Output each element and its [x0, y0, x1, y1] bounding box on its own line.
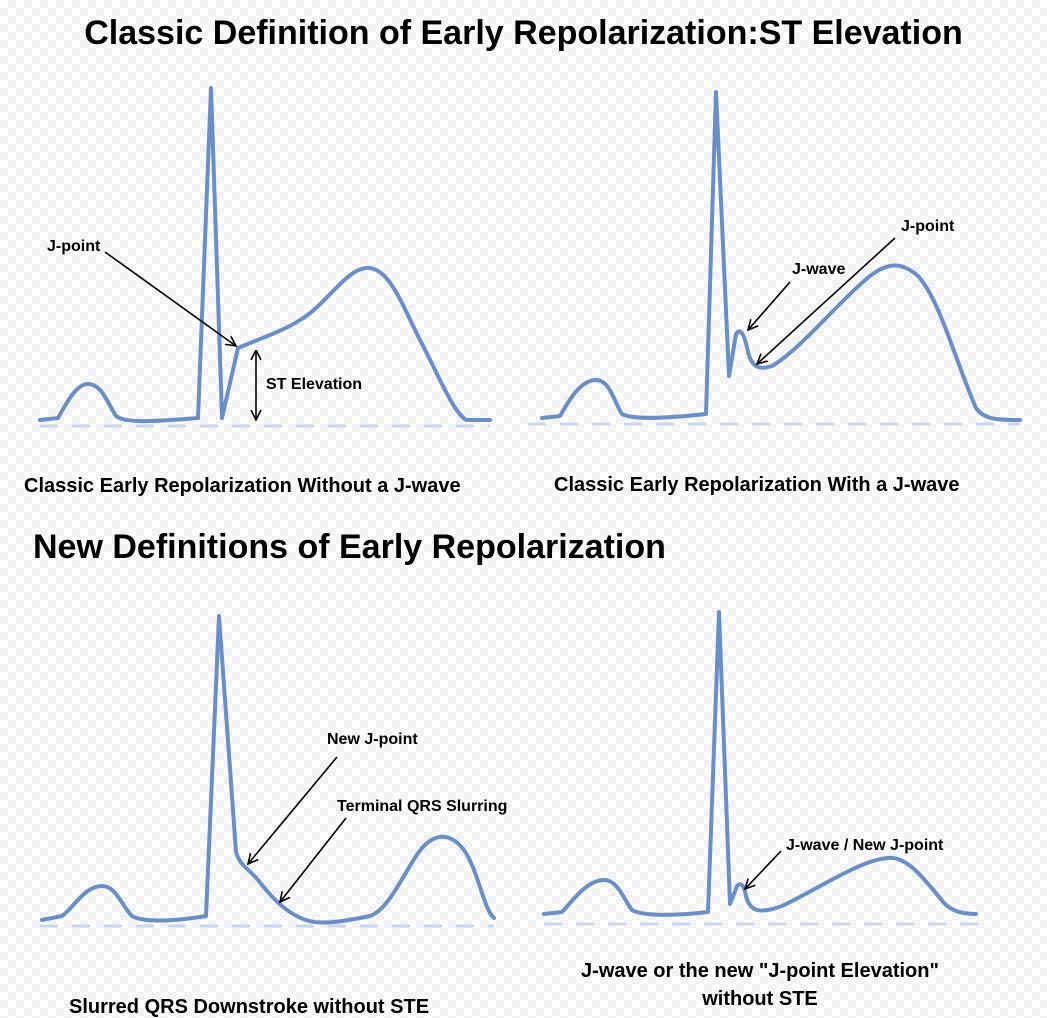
label-j-point-top-right: J-point [901, 218, 955, 235]
caption-bottom-left: Slurred QRS Downstroke without STE [69, 996, 429, 1018]
label-j-wave: J-wave [792, 261, 845, 278]
panel-top-left: J-point ST Elevation Classic Early Repol… [24, 86, 492, 497]
arrow-j-wave [748, 281, 791, 330]
new-definitions-title: New Definitions of Early Repolarization [33, 528, 666, 566]
caption-bottom-right-line2: without STE [701, 988, 818, 1010]
classic-definition-title: Classic Definition of Early Repolarizati… [84, 14, 963, 52]
ecg-trace-bottom-right [542, 610, 978, 917]
caption-top-right: Classic Early Repolarization With a J-wa… [554, 474, 960, 496]
caption-bottom-right-line1: J-wave or the new "J-point Elevation" [581, 960, 939, 982]
ecg-trace-top-left [38, 86, 492, 424]
label-new-j-point-bottom-left: New J-point [327, 731, 418, 748]
label-terminal-qrs-slurring: Terminal QRS Slurring [337, 798, 507, 815]
ecg-trace-bottom-left [40, 614, 496, 925]
arrow-j-wave-new-j-point [745, 850, 782, 889]
ecg-trace-top-right [540, 90, 1022, 422]
arrow-j-point-top-right [757, 237, 896, 364]
arrow-terminal-qrs-slurring [280, 817, 347, 902]
label-j-wave-new-j-point: J-wave / New J-point [786, 837, 944, 854]
caption-top-left: Classic Early Repolarization Without a J… [24, 475, 461, 497]
label-st-elevation: ST Elevation [266, 376, 362, 393]
label-j-point-top-left: J-point [47, 238, 101, 255]
arrow-j-point-top-left [104, 251, 236, 346]
arrow-new-j-point-bottom-left [248, 756, 338, 864]
panel-bottom-left: New J-point Terminal QRS Slurring Slurre… [40, 614, 507, 1018]
panel-top-right: J-point J-wave Classic Early Repolarizat… [528, 90, 1022, 496]
panel-bottom-right: J-wave / New J-point J-wave or the new "… [542, 610, 978, 1010]
